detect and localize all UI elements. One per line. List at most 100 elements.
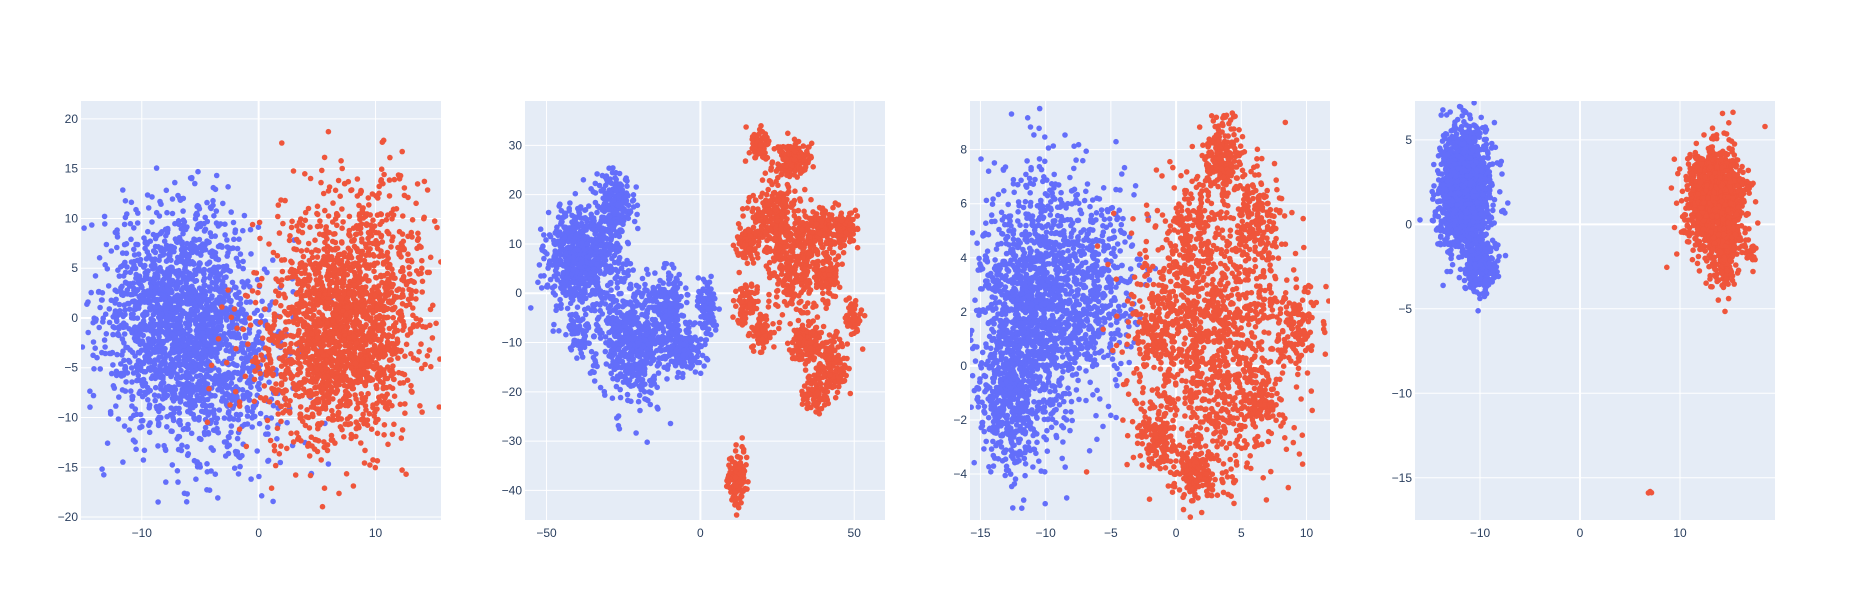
data-point	[267, 302, 273, 309]
data-point	[184, 313, 191, 319]
data-point	[245, 341, 251, 347]
data-point	[325, 128, 332, 135]
data-point	[569, 212, 575, 219]
data-point	[104, 440, 111, 447]
data-point	[161, 442, 167, 449]
data-point	[352, 260, 358, 267]
data-point	[119, 283, 125, 290]
data-point	[304, 407, 310, 413]
data-point	[280, 220, 286, 227]
data-point	[126, 427, 132, 433]
data-point	[202, 214, 208, 221]
data-point	[293, 291, 300, 298]
data-point	[410, 305, 416, 311]
y-tick-label: −30	[502, 434, 523, 448]
data-point	[541, 232, 547, 238]
data-point	[201, 282, 207, 289]
data-point	[187, 405, 194, 412]
data-point	[144, 343, 150, 350]
data-point	[346, 284, 353, 290]
data-point	[122, 307, 128, 313]
data-point	[148, 375, 155, 382]
data-point	[127, 220, 134, 227]
data-point	[315, 248, 322, 254]
data-point	[263, 372, 270, 378]
data-point	[155, 348, 162, 355]
data-point	[602, 295, 608, 301]
data-point	[318, 179, 324, 186]
data-point	[317, 274, 324, 281]
data-point	[335, 409, 342, 416]
data-point	[134, 220, 141, 226]
data-point	[172, 220, 178, 227]
data-point	[122, 365, 129, 372]
data-point	[328, 437, 335, 443]
data-point	[286, 304, 292, 311]
data-point	[429, 335, 436, 341]
data-point	[146, 357, 153, 363]
data-point	[108, 248, 115, 254]
data-point	[418, 270, 424, 277]
data-point	[332, 325, 338, 331]
data-point	[361, 420, 367, 427]
data-point	[215, 495, 221, 501]
data-point	[284, 369, 291, 376]
data-point	[215, 223, 222, 229]
data-point	[201, 228, 208, 234]
data-point	[245, 407, 251, 414]
data-point	[163, 258, 170, 265]
data-point	[320, 232, 327, 238]
data-point	[115, 267, 121, 274]
data-point	[259, 298, 265, 305]
data-point	[266, 241, 272, 247]
data-point	[121, 221, 128, 228]
data-point	[133, 363, 139, 370]
data-point	[400, 213, 406, 219]
data-point	[102, 221, 108, 227]
data-point	[120, 348, 126, 355]
data-point	[234, 435, 241, 442]
data-point	[310, 399, 316, 406]
data-point	[173, 355, 180, 362]
data-point	[558, 219, 565, 225]
data-point	[552, 292, 558, 298]
data-point	[374, 400, 380, 407]
data-point	[240, 362, 247, 369]
data-point	[302, 332, 308, 338]
data-point	[406, 264, 412, 271]
data-point	[330, 200, 336, 206]
data-point	[331, 268, 338, 274]
data-point	[278, 343, 284, 350]
data-point	[172, 236, 179, 242]
data-point	[141, 447, 148, 454]
data-point	[114, 234, 121, 240]
data-point	[378, 211, 385, 218]
data-point	[358, 416, 365, 423]
data-point	[161, 305, 168, 312]
data-point	[201, 293, 207, 300]
data-point	[234, 325, 240, 332]
data-point	[126, 326, 132, 332]
data-point	[240, 319, 247, 325]
data-point	[185, 421, 191, 428]
data-point	[248, 384, 254, 391]
data-point	[355, 254, 362, 261]
data-point	[399, 301, 406, 307]
data-point	[408, 388, 415, 395]
data-point	[228, 314, 235, 321]
data-point	[148, 364, 154, 371]
data-point	[163, 187, 170, 194]
data-point	[341, 328, 347, 335]
data-point	[370, 365, 377, 371]
data-point	[631, 218, 638, 225]
data-point	[384, 406, 391, 412]
data-point	[183, 295, 189, 301]
data-point	[131, 325, 138, 332]
data-point	[264, 269, 270, 276]
data-point	[199, 325, 206, 331]
data-point	[178, 367, 184, 374]
data-point	[365, 390, 371, 397]
data-point	[352, 360, 359, 367]
data-point	[374, 430, 381, 437]
